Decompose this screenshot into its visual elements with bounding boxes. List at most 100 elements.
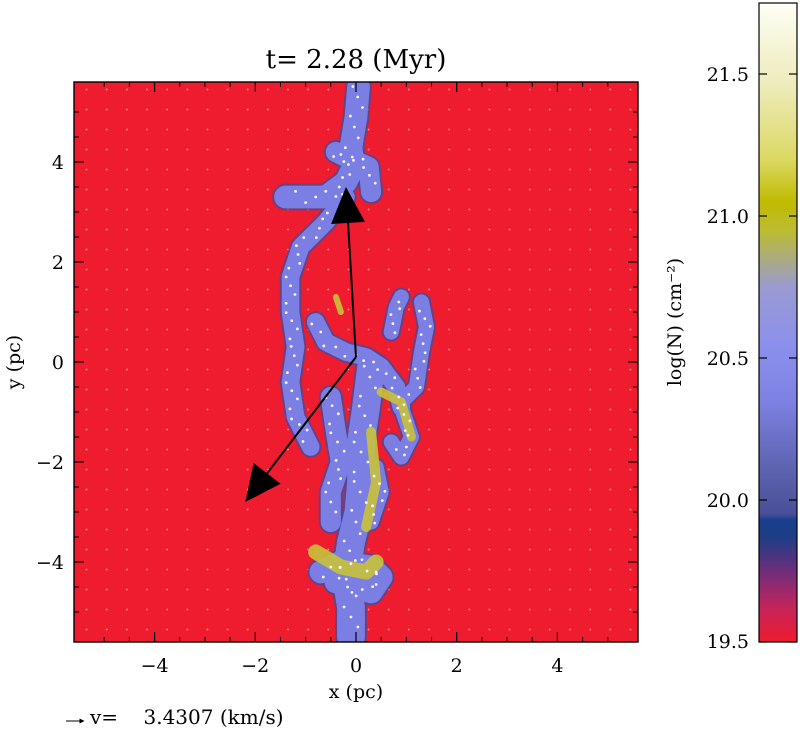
- grid-dot: [125, 428, 128, 431]
- grid-dot: [266, 468, 269, 471]
- grid-dot: [105, 588, 108, 591]
- grid-dot: [468, 608, 471, 611]
- grid-dot: [488, 548, 491, 551]
- filament-dot: [339, 153, 343, 156]
- grid-dot: [508, 188, 511, 191]
- grid-dot: [569, 308, 571, 311]
- grid-dot: [226, 308, 229, 311]
- grid-dot: [508, 468, 511, 471]
- grid-dot: [508, 248, 511, 251]
- grid-dot: [367, 608, 370, 611]
- grid-dot: [468, 388, 471, 391]
- grid-dot: [448, 588, 451, 591]
- grid-dot: [186, 568, 189, 571]
- filament-dot: [376, 368, 380, 372]
- grid-dot: [206, 108, 209, 111]
- grid-dot: [206, 208, 209, 211]
- grid-dot: [146, 128, 148, 131]
- grid-dot: [206, 388, 209, 391]
- grid-dot: [307, 588, 310, 591]
- grid-dot: [528, 308, 531, 311]
- density-map: [74, 82, 638, 642]
- filament-dot: [374, 583, 378, 586]
- grid-dot: [327, 248, 330, 251]
- grid-dot: [488, 528, 491, 531]
- filament-dot: [319, 330, 323, 334]
- grid-dot: [387, 148, 390, 151]
- dense-region: [376, 387, 416, 442]
- grid-dot: [488, 188, 491, 191]
- grid-dot: [166, 528, 169, 531]
- grid-dot: [488, 228, 491, 231]
- grid-dot: [629, 288, 632, 291]
- filament-dot: [310, 322, 314, 326]
- grid-dot: [307, 128, 310, 131]
- filament-dot: [304, 201, 308, 205]
- grid-dot: [125, 368, 128, 371]
- grid-dot: [629, 148, 632, 151]
- filament-dot: [318, 226, 321, 230]
- grid-dot: [105, 548, 108, 551]
- filament-dot: [418, 386, 422, 389]
- arrow-head-icon: [331, 187, 366, 224]
- grid-dot: [548, 188, 551, 191]
- grid-dot: [287, 628, 289, 631]
- grid-dot: [387, 508, 390, 511]
- grid-dot: [609, 368, 612, 371]
- grid-dot: [125, 188, 128, 191]
- grid-dot: [548, 288, 551, 291]
- grid-dot: [508, 148, 511, 151]
- grid-dot: [589, 388, 592, 391]
- grid-dot: [226, 208, 229, 211]
- grid-dot: [166, 628, 169, 631]
- filament-dot: [356, 625, 360, 629]
- grid-dot: [448, 348, 451, 351]
- grid-dot: [468, 508, 471, 511]
- grid-dot: [206, 368, 209, 371]
- grid-dot: [548, 588, 551, 591]
- grid-dot: [629, 528, 632, 531]
- grid-dot: [85, 548, 88, 551]
- filament-dot: [363, 414, 367, 418]
- grid-dot: [629, 248, 632, 251]
- grid-dot: [589, 448, 592, 451]
- filament-dot: [406, 433, 410, 437]
- grid-dot: [105, 228, 108, 231]
- filament-dot: [349, 615, 353, 619]
- grid-dot: [226, 328, 229, 331]
- colorbar-label: log(N) (cm⁻²): [664, 258, 686, 386]
- grid-dot: [85, 148, 88, 151]
- grid-dot: [528, 228, 531, 231]
- grid-dot: [609, 268, 612, 271]
- grid-dot: [347, 288, 350, 291]
- grid-dot: [186, 588, 189, 591]
- filament-dot: [349, 562, 353, 566]
- grid-dot: [146, 528, 148, 531]
- grid-dot: [125, 568, 128, 571]
- grid-dot: [307, 108, 310, 111]
- grid-dot: [528, 168, 531, 171]
- grid-dot: [428, 248, 430, 251]
- grid-dot: [166, 88, 169, 91]
- filament-dot: [314, 236, 318, 239]
- grid-dot: [589, 248, 592, 251]
- grid-dot: [448, 208, 451, 211]
- grid-dot: [166, 448, 169, 451]
- grid-dot: [569, 588, 571, 591]
- grid-dot: [488, 88, 491, 91]
- grid-dot: [428, 568, 430, 571]
- grid-dot: [125, 168, 128, 171]
- filament-dot: [324, 189, 328, 193]
- grid-dot: [528, 428, 531, 431]
- grid-dot: [508, 208, 511, 211]
- grid-dot: [428, 128, 430, 131]
- grid-dot: [206, 348, 209, 351]
- velocity-scale: v= 3.4307 (km/s): [66, 705, 284, 729]
- grid-dot: [407, 208, 410, 211]
- grid-dot: [508, 128, 511, 131]
- grid-dot: [488, 108, 491, 111]
- grid-dot: [307, 628, 310, 631]
- grid-dot: [347, 328, 350, 331]
- filament-dot: [373, 181, 377, 185]
- filament-dot: [322, 344, 326, 348]
